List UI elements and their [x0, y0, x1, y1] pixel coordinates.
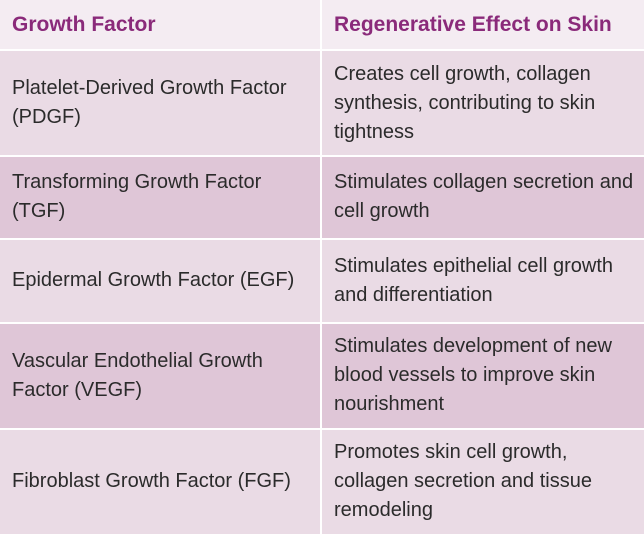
growth-factor-cell: Transforming Growth Factor (TGF) [0, 157, 322, 238]
header-growth-factor: Growth Factor [0, 0, 322, 50]
table-row: Epidermal Growth Factor (EGF) Stimulates… [0, 239, 644, 324]
effect-cell: Promotes skin cell growth, collagen secr… [334, 441, 592, 522]
effect-cell: Stimulates epithelial cell growth and di… [334, 254, 614, 306]
table-row: Fibroblast Growth Factor (FGF) Promotes … [0, 429, 644, 534]
growth-factor-cell: Platelet-Derived Growth Factor (PDGF) [0, 51, 322, 156]
growth-factor-cell: Vascular Endothelial Growth Factor (VEGF… [0, 323, 322, 428]
growth-factor-cell: Epidermal Growth Factor (EGF) [0, 239, 322, 322]
table-row: Transforming Growth Factor (TGF) Stimula… [0, 157, 644, 240]
header-regenerative-effect: Regenerative Effect on Skin [334, 12, 612, 36]
table-row: Platelet-Derived Growth Factor (PDGF) Cr… [0, 51, 644, 158]
growth-factor-cell: Fibroblast Growth Factor (FGF) [0, 429, 322, 534]
effect-cell: Stimulates collagen secretion and cell g… [334, 171, 634, 223]
effect-cell: Stimulates development of new blood vess… [334, 335, 612, 416]
table-header-row: Growth Factor Regenerative Effect on Ski… [0, 0, 644, 52]
effect-cell: Creates cell growth, collagen synthesis,… [334, 62, 596, 143]
table-row: Vascular Endothelial Growth Factor (VEGF… [0, 323, 644, 430]
